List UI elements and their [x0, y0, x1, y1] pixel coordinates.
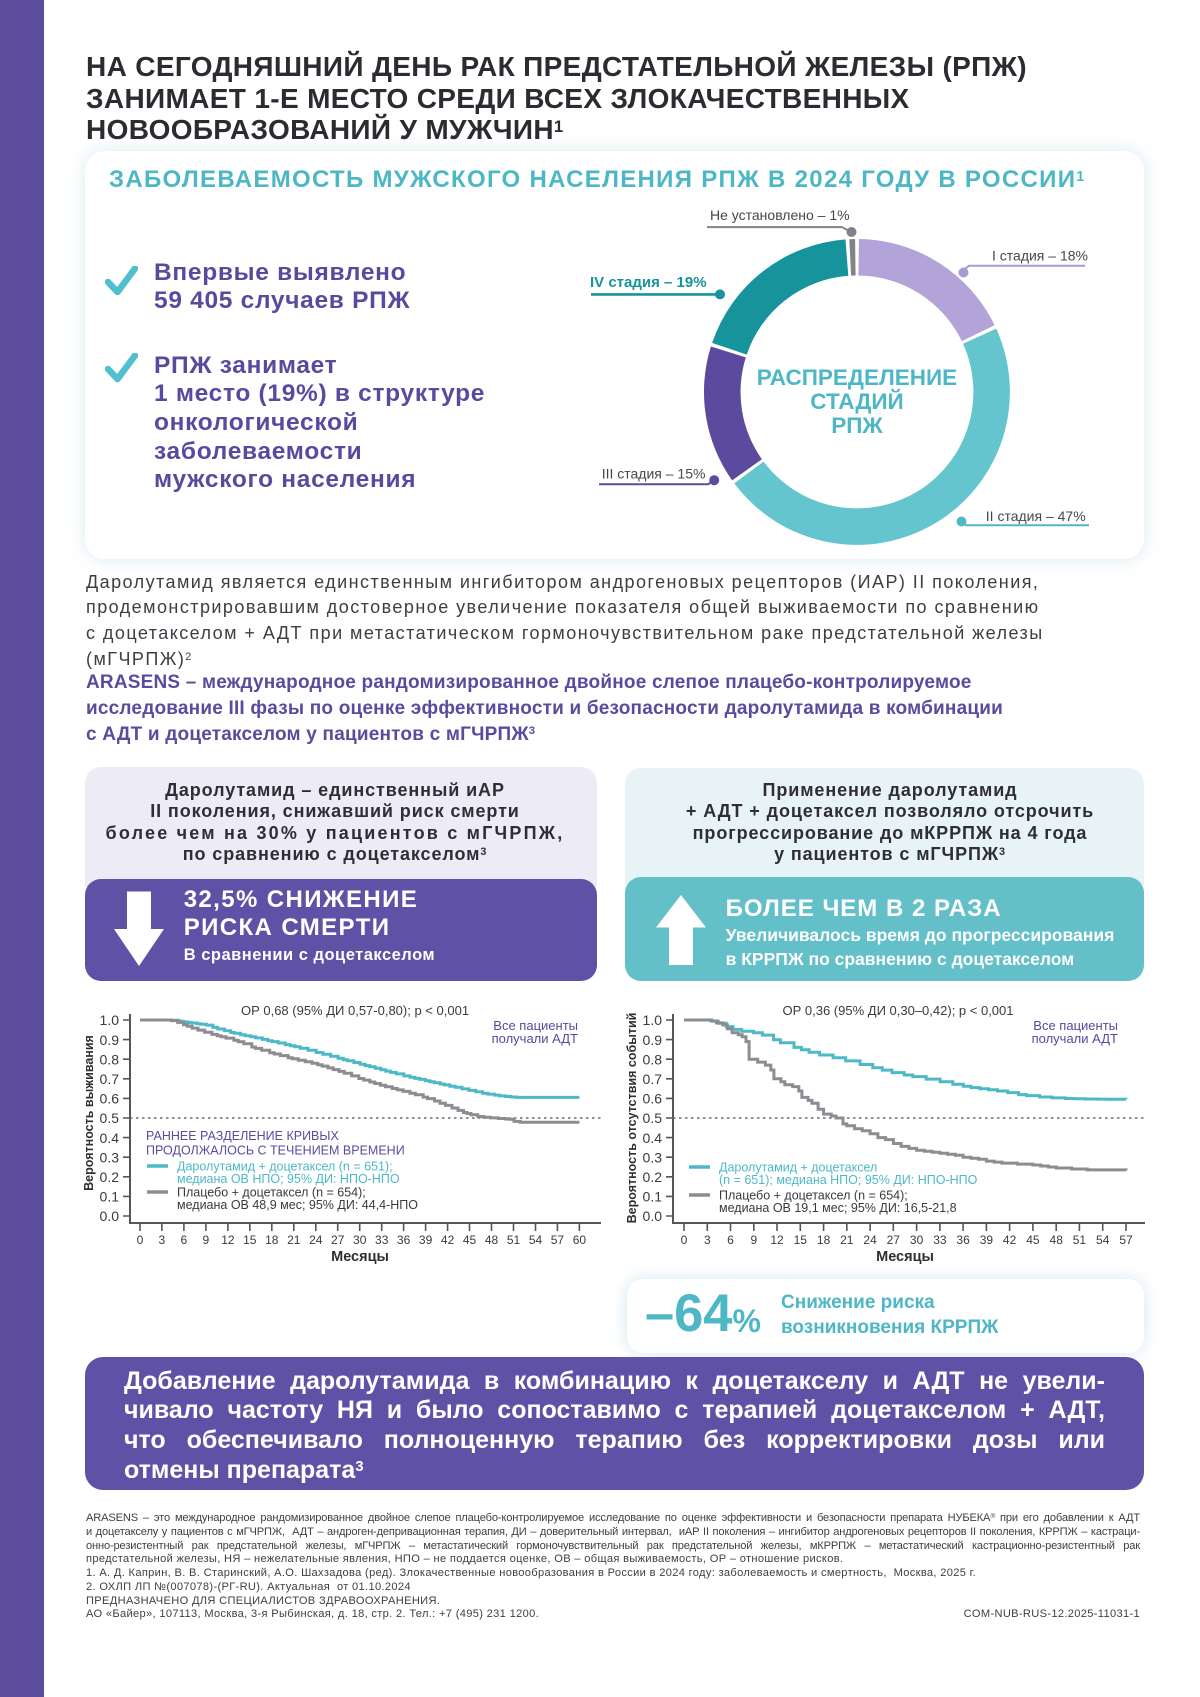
svg-text:ОР 0,68 (95% ДИ 0,57-0,80); p: ОР 0,68 (95% ДИ 0,57-0,80); p < 0,001	[241, 1003, 469, 1018]
svg-text:42: 42	[1003, 1233, 1017, 1247]
svg-text:6: 6	[727, 1233, 734, 1247]
svg-text:3: 3	[159, 1233, 166, 1247]
svg-text:РАННЕЕ РАЗДЕЛЕНИЕ КРИВЫХ: РАННЕЕ РАЗДЕЛЕНИЕ КРИВЫХ	[146, 1129, 339, 1143]
svg-text:24: 24	[309, 1233, 323, 1247]
svg-text:0.3: 0.3	[100, 1149, 120, 1165]
svg-text:1.0: 1.0	[643, 1012, 663, 1028]
svg-text:9: 9	[750, 1233, 757, 1247]
svg-text:0.4: 0.4	[100, 1130, 120, 1146]
svg-text:II стадия – 47%: II стадия – 47%	[986, 508, 1086, 524]
svg-text:медиана ОВ НПО; 95% ДИ: НПО-НП: медиана ОВ НПО; 95% ДИ: НПО-НПО	[177, 1172, 400, 1186]
svg-text:(n = 651); медиана НПО; 95% ДИ: (n = 651); медиана НПО; 95% ДИ: НПО-НПО	[719, 1173, 978, 1187]
svg-text:6: 6	[181, 1233, 188, 1247]
svg-text:36: 36	[956, 1233, 970, 1247]
svg-text:0: 0	[681, 1233, 688, 1247]
svg-text:9: 9	[203, 1233, 210, 1247]
svg-text:36: 36	[397, 1233, 411, 1247]
svg-text:15: 15	[243, 1233, 257, 1247]
svg-text:Даролутамид + доцетаксел: Даролутамид + доцетаксел	[719, 1161, 877, 1175]
svg-text:57: 57	[1119, 1233, 1133, 1247]
svg-text:0.9: 0.9	[643, 1032, 663, 1048]
svg-text:33: 33	[933, 1233, 947, 1247]
svg-text:Месяцы: Месяцы	[331, 1249, 389, 1265]
svg-text:48: 48	[485, 1233, 499, 1247]
svg-text:0.6: 0.6	[643, 1091, 663, 1107]
svg-text:0.5: 0.5	[100, 1110, 120, 1126]
svg-text:Вероятность выживания: Вероятность выживания	[82, 1035, 96, 1191]
svg-text:Не установлено – 1%: Не установлено – 1%	[710, 207, 850, 223]
svg-text:медиана ОВ 48,9 мес; 95% ДИ: 4: медиана ОВ 48,9 мес; 95% ДИ: 44,4-НПО	[177, 1198, 418, 1212]
svg-text:Плацебо + доцетаксел (n = 654): Плацебо + доцетаксел (n = 654);	[719, 1189, 908, 1203]
svg-text:РПЖ: РПЖ	[831, 413, 883, 438]
svg-text:Месяцы: Месяцы	[876, 1249, 934, 1265]
svg-text:21: 21	[840, 1233, 854, 1247]
svg-text:48: 48	[1050, 1233, 1064, 1247]
svg-text:21: 21	[287, 1233, 301, 1247]
svg-text:18: 18	[817, 1233, 831, 1247]
svg-text:15: 15	[794, 1233, 808, 1247]
svg-text:57: 57	[551, 1233, 565, 1247]
svg-text:39: 39	[419, 1233, 433, 1247]
svg-text:III стадия – 15%: III стадия – 15%	[602, 465, 706, 481]
svg-text:3: 3	[704, 1233, 711, 1247]
svg-text:0.0: 0.0	[100, 1208, 120, 1224]
svg-text:0.9: 0.9	[100, 1032, 120, 1048]
svg-text:1.0: 1.0	[100, 1012, 120, 1028]
svg-text:12: 12	[221, 1233, 235, 1247]
svg-text:54: 54	[1096, 1233, 1110, 1247]
svg-text:30: 30	[353, 1233, 367, 1247]
svg-text:54: 54	[529, 1233, 543, 1247]
svg-text:0.2: 0.2	[100, 1169, 120, 1185]
svg-text:0.1: 0.1	[643, 1189, 663, 1205]
svg-text:0.0: 0.0	[643, 1208, 663, 1224]
svg-text:получали АДТ: получали АДТ	[492, 1031, 578, 1046]
svg-text:0.4: 0.4	[643, 1130, 663, 1146]
svg-text:24: 24	[863, 1233, 877, 1247]
svg-text:27: 27	[887, 1233, 901, 1247]
svg-text:I стадия – 18%: I стадия – 18%	[992, 247, 1088, 263]
svg-text:0.8: 0.8	[100, 1051, 120, 1067]
svg-text:39: 39	[980, 1233, 994, 1247]
svg-text:27: 27	[331, 1233, 345, 1247]
svg-text:получали АДТ: получали АДТ	[1032, 1031, 1118, 1046]
svg-text:Даролутамид + доцетаксел (n =: Даролутамид + доцетаксел (n = 651);	[177, 1160, 393, 1174]
svg-text:СТАДИЙ: СТАДИЙ	[810, 389, 903, 414]
svg-text:ОР 0,36 (95% ДИ 0,30–0,42); p: ОР 0,36 (95% ДИ 0,30–0,42); p < 0,001	[783, 1003, 1014, 1018]
svg-text:0.6: 0.6	[100, 1091, 120, 1107]
svg-text:0.7: 0.7	[100, 1071, 120, 1087]
svg-text:Плацебо + доцетаксел (n = 654): Плацебо + доцетаксел (n = 654);	[177, 1186, 366, 1200]
svg-text:0.5: 0.5	[643, 1110, 663, 1126]
svg-text:Все пациенты: Все пациенты	[493, 1018, 578, 1033]
svg-text:0: 0	[137, 1233, 144, 1247]
svg-text:42: 42	[441, 1233, 455, 1247]
svg-text:0.2: 0.2	[643, 1169, 663, 1185]
svg-text:медиана ОВ 19,1 мес; 95% ДИ: 1: медиана ОВ 19,1 мес; 95% ДИ: 16,5-21,8	[719, 1201, 957, 1215]
svg-text:РАСПРЕДЕЛЕНИЕ: РАСПРЕДЕЛЕНИЕ	[757, 365, 957, 390]
svg-text:45: 45	[1026, 1233, 1040, 1247]
svg-text:0.1: 0.1	[100, 1189, 120, 1205]
svg-text:Все пациенты: Все пациенты	[1033, 1018, 1118, 1033]
svg-text:0.7: 0.7	[643, 1071, 663, 1087]
svg-text:Вероятность отсутствия событий: Вероятность отсутствия событий	[625, 1013, 639, 1224]
svg-text:51: 51	[507, 1233, 521, 1247]
svg-text:45: 45	[463, 1233, 477, 1247]
svg-text:18: 18	[265, 1233, 279, 1247]
svg-text:60: 60	[573, 1233, 587, 1247]
svg-text:12: 12	[770, 1233, 784, 1247]
svg-text:IV стадия – 19%: IV стадия – 19%	[590, 274, 707, 291]
svg-text:ПРОДОЛЖАЛОСЬ С ТЕЧЕНИЕМ ВРЕМЕН: ПРОДОЛЖАЛОСЬ С ТЕЧЕНИЕМ ВРЕМЕНИ	[146, 1144, 405, 1158]
svg-text:0.8: 0.8	[643, 1051, 663, 1067]
svg-text:51: 51	[1073, 1233, 1087, 1247]
svg-text:33: 33	[375, 1233, 389, 1247]
svg-text:0.3: 0.3	[643, 1149, 663, 1165]
svg-text:30: 30	[910, 1233, 924, 1247]
